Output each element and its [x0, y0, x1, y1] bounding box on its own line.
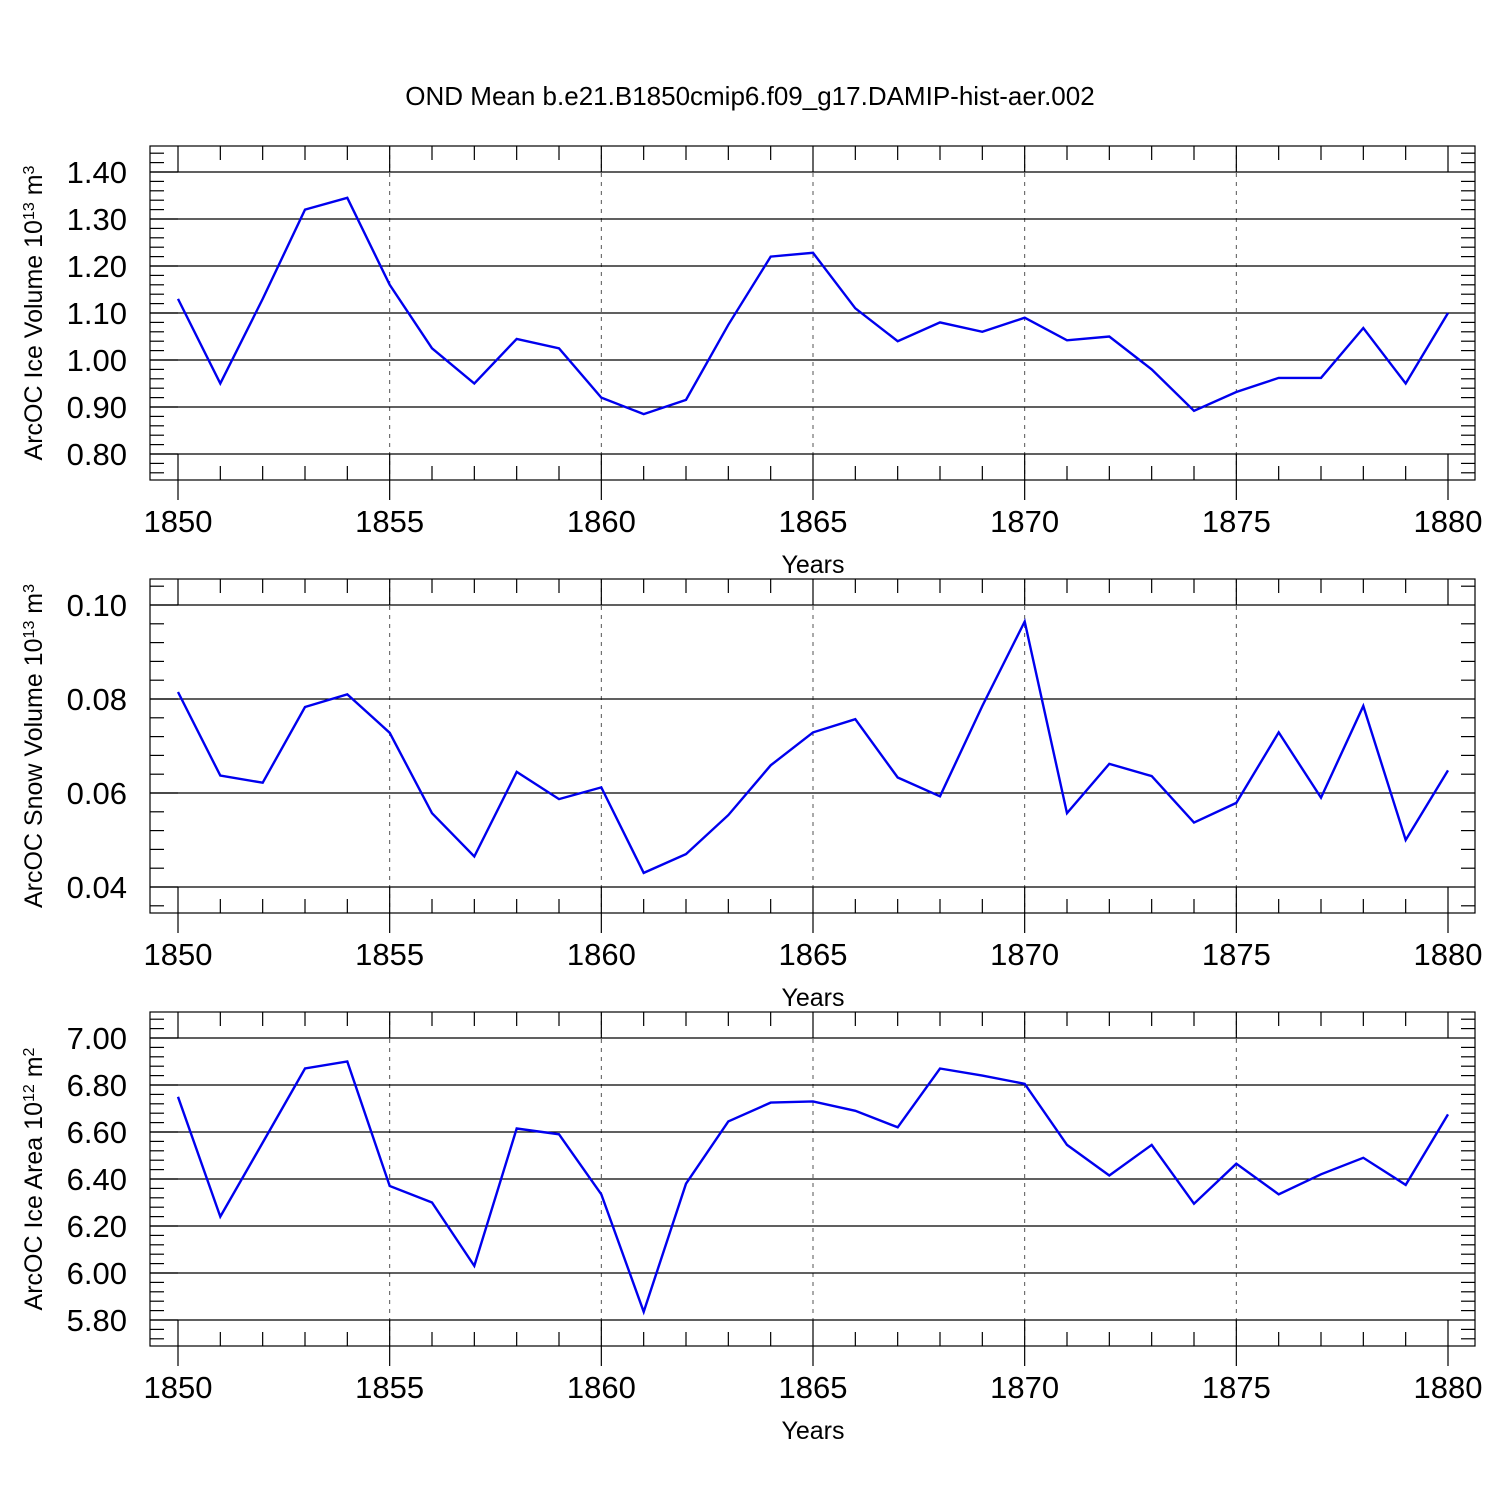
y-tick-label: 5.80 [67, 1303, 127, 1338]
y-axis-label-text: ArcOC Ice Area 10 [20, 1102, 48, 1310]
y-axis-label-text: m [20, 593, 48, 621]
x-tick-label: 1860 [567, 504, 636, 539]
y-tick-label: 0.80 [67, 437, 127, 472]
y-tick-label: 0.08 [67, 682, 127, 717]
y-tick-label: 7.00 [67, 1021, 127, 1056]
series-line-3 [176, 1060, 1450, 1316]
y-axis-label-superscript: 2 [21, 1047, 38, 1056]
y-axis-label-text: m [20, 174, 48, 202]
series-line-2 [176, 617, 1450, 875]
y-tick-label: 1.10 [67, 296, 127, 331]
x-tick-label: 1870 [990, 1370, 1059, 1405]
y-tick-label: 6.60 [67, 1115, 127, 1150]
x-tick-label: 1865 [779, 504, 848, 539]
y-tick-label: 6.80 [67, 1068, 127, 1103]
y-tick-label: 6.00 [67, 1256, 127, 1291]
panels: 0.80 0.90 1.00 1.10 1.20 1.30 1.40 1850 1855 1860… [20, 145, 1483, 1445]
x-tick-label: 1860 [567, 1370, 636, 1405]
x-tick-label: 1855 [355, 1370, 424, 1405]
x-axis-label: Years [781, 1417, 844, 1445]
plot-frame [149, 578, 1476, 914]
y-tick-label: 6.40 [67, 1162, 127, 1197]
x-tick-label: 1850 [144, 504, 213, 539]
x-tick-label: 1850 [144, 937, 213, 972]
panel-1: 0.80 0.90 1.00 1.10 1.20 1.30 1.40 1850 1855 1860… [20, 145, 1483, 579]
y-axis-label-superscript: 3 [21, 165, 38, 174]
y-tick-label: 1.30 [67, 202, 127, 237]
x-tick-label: 1875 [1202, 1370, 1271, 1405]
x-tick-label: 1855 [355, 504, 424, 539]
y-tick-label: 1.00 [67, 343, 127, 378]
y-axis-label-text: ArcOC Ice Volume 10 [20, 220, 48, 460]
x-axis-label: Years [781, 984, 844, 1012]
y-axis-label-superscript: 13 [21, 202, 38, 220]
y-axis-label: ArcOC Ice Volume 1013 m3 [20, 165, 48, 460]
y-tick-label: 1.40 [67, 155, 127, 190]
y-axis-label: ArcOC Ice Area 1012 m2 [20, 1047, 48, 1310]
y-axis-label-superscript: 13 [21, 621, 38, 639]
x-tick-label: 1850 [144, 1370, 213, 1405]
y-tick-label: 0.10 [67, 588, 127, 623]
y-tick-label: 0.04 [67, 870, 127, 905]
x-tick-label: 1855 [355, 937, 424, 972]
x-tick-label: 1865 [779, 937, 848, 972]
x-tick-label: 1875 [1202, 937, 1271, 972]
y-tick-label: 1.20 [67, 249, 127, 284]
x-axis-label: Years [781, 551, 844, 579]
x-tick-label: 1880 [1414, 1370, 1483, 1405]
x-tick-label: 1880 [1414, 504, 1483, 539]
x-tick-label: 1870 [990, 504, 1059, 539]
y-tick-label: 6.20 [67, 1209, 127, 1244]
y-axis-label-text: m [20, 1056, 48, 1084]
series-line-1 [176, 196, 1450, 416]
panel-2: 0.04 0.06 0.08 0.10 1850 1855 1860 1865 1870 1875… [20, 578, 1483, 1012]
x-tick-label: 1875 [1202, 504, 1271, 539]
x-tick-label: 1870 [990, 937, 1059, 972]
x-tick-label: 1860 [567, 937, 636, 972]
panel-3: 5.80 6.00 6.20 6.40 6.60 6.80 7.00 1850 1855 1860… [20, 1011, 1483, 1445]
y-axis-label: ArcOC Snow Volume 1013 m3 [20, 584, 48, 908]
y-axis-label-superscript: 3 [21, 584, 38, 593]
y-tick-label: 0.06 [67, 776, 127, 811]
x-tick-label: 1880 [1414, 937, 1483, 972]
chart-title: OND Mean b.e21.B1850cmip6.f09_g17.DAMIP-… [405, 81, 1094, 111]
x-tick-label: 1865 [779, 1370, 848, 1405]
y-tick-label: 0.90 [67, 390, 127, 425]
y-axis-label-superscript: 12 [21, 1084, 38, 1102]
y-axis-label-text: ArcOC Snow Volume 10 [20, 638, 48, 908]
